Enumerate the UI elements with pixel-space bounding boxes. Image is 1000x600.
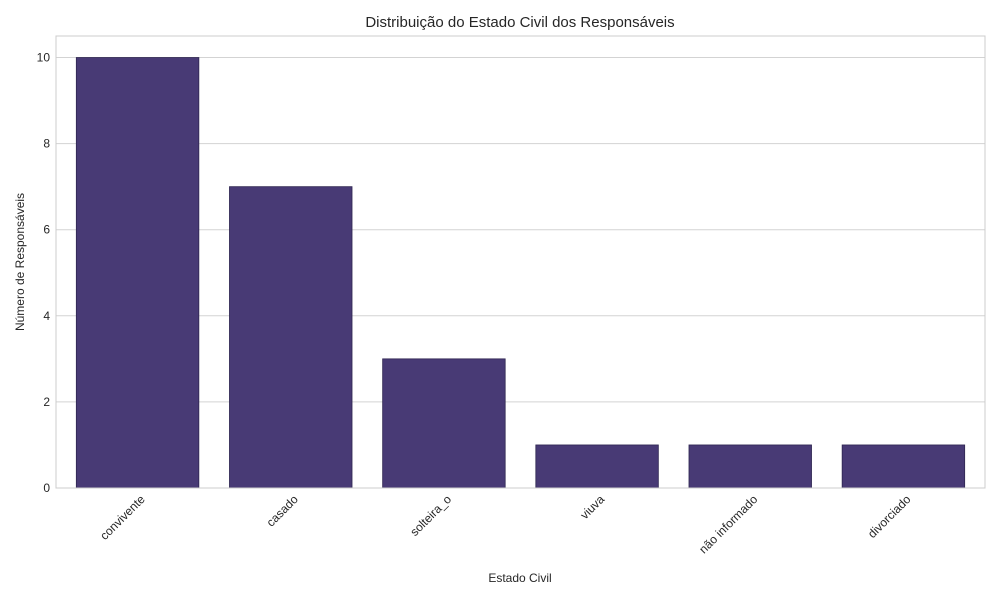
bar-solteira-o: [382, 358, 506, 489]
y-tick-labels: 0 2 4 6 8 10: [37, 51, 51, 495]
y-tick-label: 4: [43, 309, 50, 323]
plot-frame: [55, 35, 986, 489]
x-tick-labels: convivente casado solteira_o viuva não infor…: [97, 492, 914, 556]
y-tick-label: 0: [43, 481, 50, 495]
bars: [75, 57, 966, 489]
bar-n-o-informado: [688, 444, 812, 489]
bar-casado: [229, 186, 353, 489]
y-tick-label: 2: [43, 395, 50, 409]
x-tick-label: solteira_o: [407, 492, 454, 539]
y-axis-label: Número de Responsáveis: [13, 193, 27, 331]
bar-divorciado: [841, 444, 966, 489]
x-axis-label: Estado Civil: [488, 571, 551, 585]
x-tick-label: não informado: [696, 492, 760, 556]
bar-convivente: [75, 57, 200, 489]
x-tick-label: casado: [264, 492, 301, 529]
y-tick-label: 8: [43, 137, 50, 151]
x-tick-label: viuva: [577, 492, 607, 522]
chart-title: Distribuição do Estado Civil dos Respons…: [365, 14, 674, 31]
x-tick-label: divorciado: [865, 492, 914, 541]
bar-viuva: [535, 444, 659, 489]
y-tick-label: 6: [43, 223, 50, 237]
y-tick-label: 10: [37, 51, 51, 65]
x-tick-label: convivente: [97, 492, 148, 543]
